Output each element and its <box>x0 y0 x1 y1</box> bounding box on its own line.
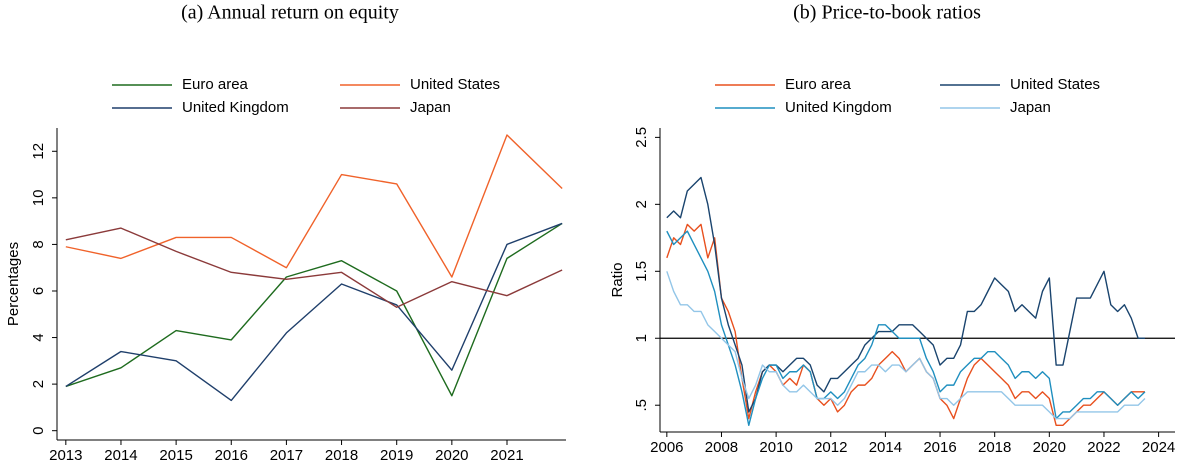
y-tick-label: 10 <box>30 190 47 207</box>
y-tick-label: 6 <box>30 287 47 295</box>
x-tick-label: 2019 <box>380 447 413 464</box>
y-tick-label: 1 <box>633 334 650 342</box>
y-tick-label: 2 <box>30 380 47 388</box>
y-axis-title: Ratio <box>609 262 626 297</box>
legend-label: United States <box>410 76 500 93</box>
x-tick-label: 2016 <box>215 447 248 464</box>
y-tick-label: 12 <box>30 143 47 160</box>
x-tick-label: 2016 <box>923 439 956 456</box>
legend-label: United States <box>1010 76 1100 93</box>
x-tick-label: 2014 <box>104 447 137 464</box>
x-tick-label: 2020 <box>435 447 468 464</box>
x-tick-label: 2013 <box>49 447 82 464</box>
legend-label: Euro area <box>182 76 249 93</box>
x-tick-label: 2018 <box>325 447 358 464</box>
chart-title: (b) Price-to-book ratios <box>793 2 981 24</box>
y-tick-label: 0 <box>30 427 47 435</box>
x-tick-label: 2021 <box>490 447 523 464</box>
chart-title: (a) Annual return on equity <box>181 2 399 24</box>
y-tick-label: 1.5 <box>633 261 650 282</box>
legend-label: Euro area <box>785 76 852 93</box>
x-tick-label: 2017 <box>270 447 303 464</box>
series-line <box>65 227 563 308</box>
series-line <box>65 222 563 402</box>
x-tick-label: 2006 <box>650 439 683 456</box>
x-tick-label: 2012 <box>814 439 847 456</box>
x-tick-label: 2010 <box>759 439 792 456</box>
x-tick-label: 2014 <box>869 439 902 456</box>
legend-label: United Kingdom <box>182 99 289 116</box>
series-line <box>666 230 1146 426</box>
series-line <box>666 271 1146 420</box>
x-tick-label: 2018 <box>978 439 1011 456</box>
legend-label: United Kingdom <box>785 99 892 116</box>
series-line <box>65 222 563 397</box>
legend-label: Japan <box>410 99 451 116</box>
x-tick-label: 2015 <box>159 447 192 464</box>
x-tick-label: 2024 <box>1142 439 1175 456</box>
x-tick-label: 2020 <box>1033 439 1066 456</box>
y-tick-label: 4 <box>30 333 47 341</box>
y-axis-title: Percentages <box>5 242 22 326</box>
y-tick-label: 2 <box>633 200 650 208</box>
y-tick-label: 2.5 <box>633 127 650 148</box>
legend-label: Japan <box>1010 99 1051 116</box>
y-tick-label: .5 <box>633 399 650 412</box>
x-tick-label: 2022 <box>1087 439 1120 456</box>
series-line <box>65 134 563 278</box>
x-tick-label: 2008 <box>705 439 738 456</box>
series-line <box>666 176 1145 413</box>
y-tick-label: 8 <box>30 240 47 248</box>
